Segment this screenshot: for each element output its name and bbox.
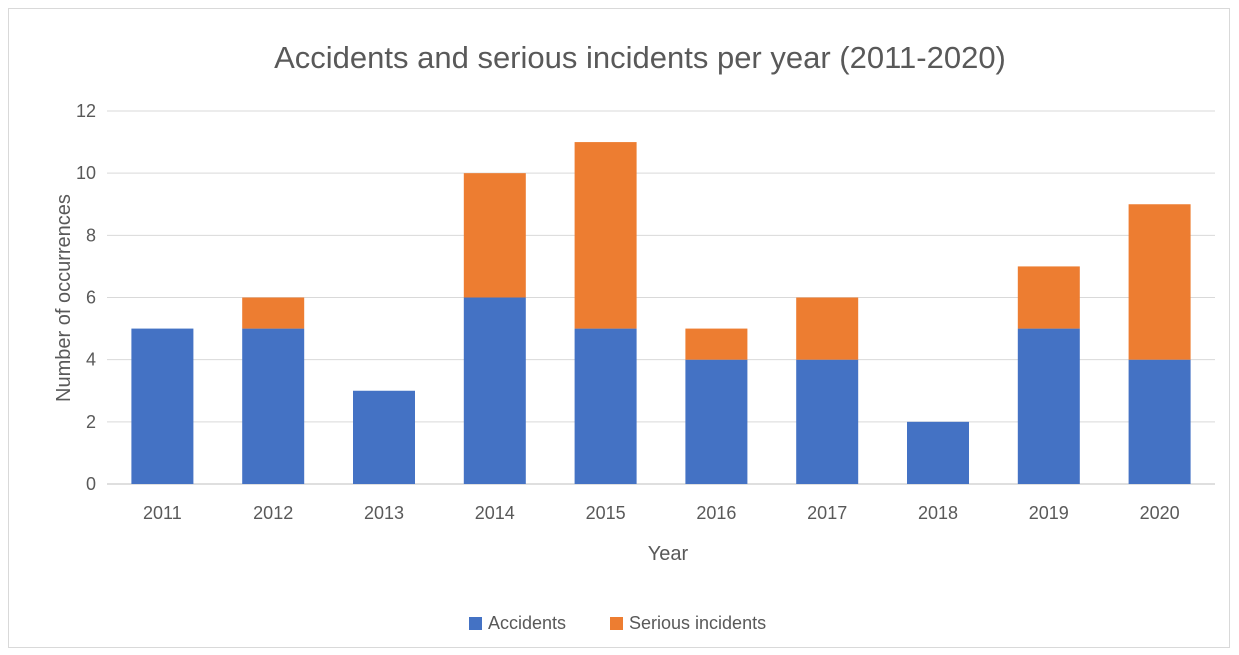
bar-serious-incidents-2019 xyxy=(1017,266,1080,329)
y-tick-label: 0 xyxy=(86,474,96,494)
y-tick-label: 10 xyxy=(76,163,96,183)
x-tick-label: 2011 xyxy=(143,503,182,523)
x-tick-label: 2013 xyxy=(364,503,404,523)
legend-label-serious-incidents: Serious incidents xyxy=(629,613,766,633)
bar-serious-incidents-2016 xyxy=(685,328,748,360)
bar-accidents-2020 xyxy=(1128,359,1191,484)
bar-accidents-2014 xyxy=(463,297,526,484)
x-tick-label: 2012 xyxy=(253,503,293,523)
x-tick-label: 2016 xyxy=(696,503,736,523)
x-tick-label: 2019 xyxy=(1029,503,1069,523)
y-tick-label: 12 xyxy=(76,101,96,121)
y-tick-label: 4 xyxy=(86,350,96,370)
x-tick-label: 2018 xyxy=(918,503,958,523)
x-tick-label: 2020 xyxy=(1140,503,1180,523)
x-tick-label: 2014 xyxy=(475,503,515,523)
bar-serious-incidents-2017 xyxy=(796,297,859,360)
chart-title: Accidents and serious incidents per year… xyxy=(274,40,1006,75)
bar-serious-incidents-2020 xyxy=(1128,204,1191,360)
y-tick-label: 2 xyxy=(86,412,96,432)
bar-accidents-2018 xyxy=(907,421,969,484)
bar-serious-incidents-2014 xyxy=(463,173,526,298)
bar-accidents-2016 xyxy=(685,359,748,484)
bar-accidents-2019 xyxy=(1017,328,1080,484)
bars xyxy=(131,142,1191,484)
y-tick-label: 6 xyxy=(86,288,96,308)
x-tick-label: 2015 xyxy=(586,503,626,523)
bar-accidents-2011 xyxy=(131,328,194,484)
bar-accidents-2017 xyxy=(796,359,859,484)
bar-accidents-2012 xyxy=(242,328,305,484)
legend-label-accidents: Accidents xyxy=(488,613,566,633)
legend: Accidents Serious incidents xyxy=(469,613,766,633)
legend-swatch-serious-incidents xyxy=(610,617,623,630)
x-tick-label: 2017 xyxy=(807,503,847,523)
x-axis-ticks: 2011 2012 2013 2014 2015 2016 2017 2018 2019 2020 xyxy=(143,503,1180,523)
y-axis-ticks: 0 2 4 6 8 10 12 xyxy=(76,101,96,494)
bar-accidents-2015 xyxy=(574,328,637,484)
y-axis-title: Number of occurrences xyxy=(53,194,75,402)
legend-swatch-accidents xyxy=(469,617,482,630)
y-tick-label: 8 xyxy=(86,225,96,245)
bar-serious-incidents-2012 xyxy=(242,297,305,329)
bar-serious-incidents-2015 xyxy=(574,142,637,329)
x-axis-title: Year xyxy=(648,543,689,565)
bar-accidents-2013 xyxy=(353,390,415,484)
